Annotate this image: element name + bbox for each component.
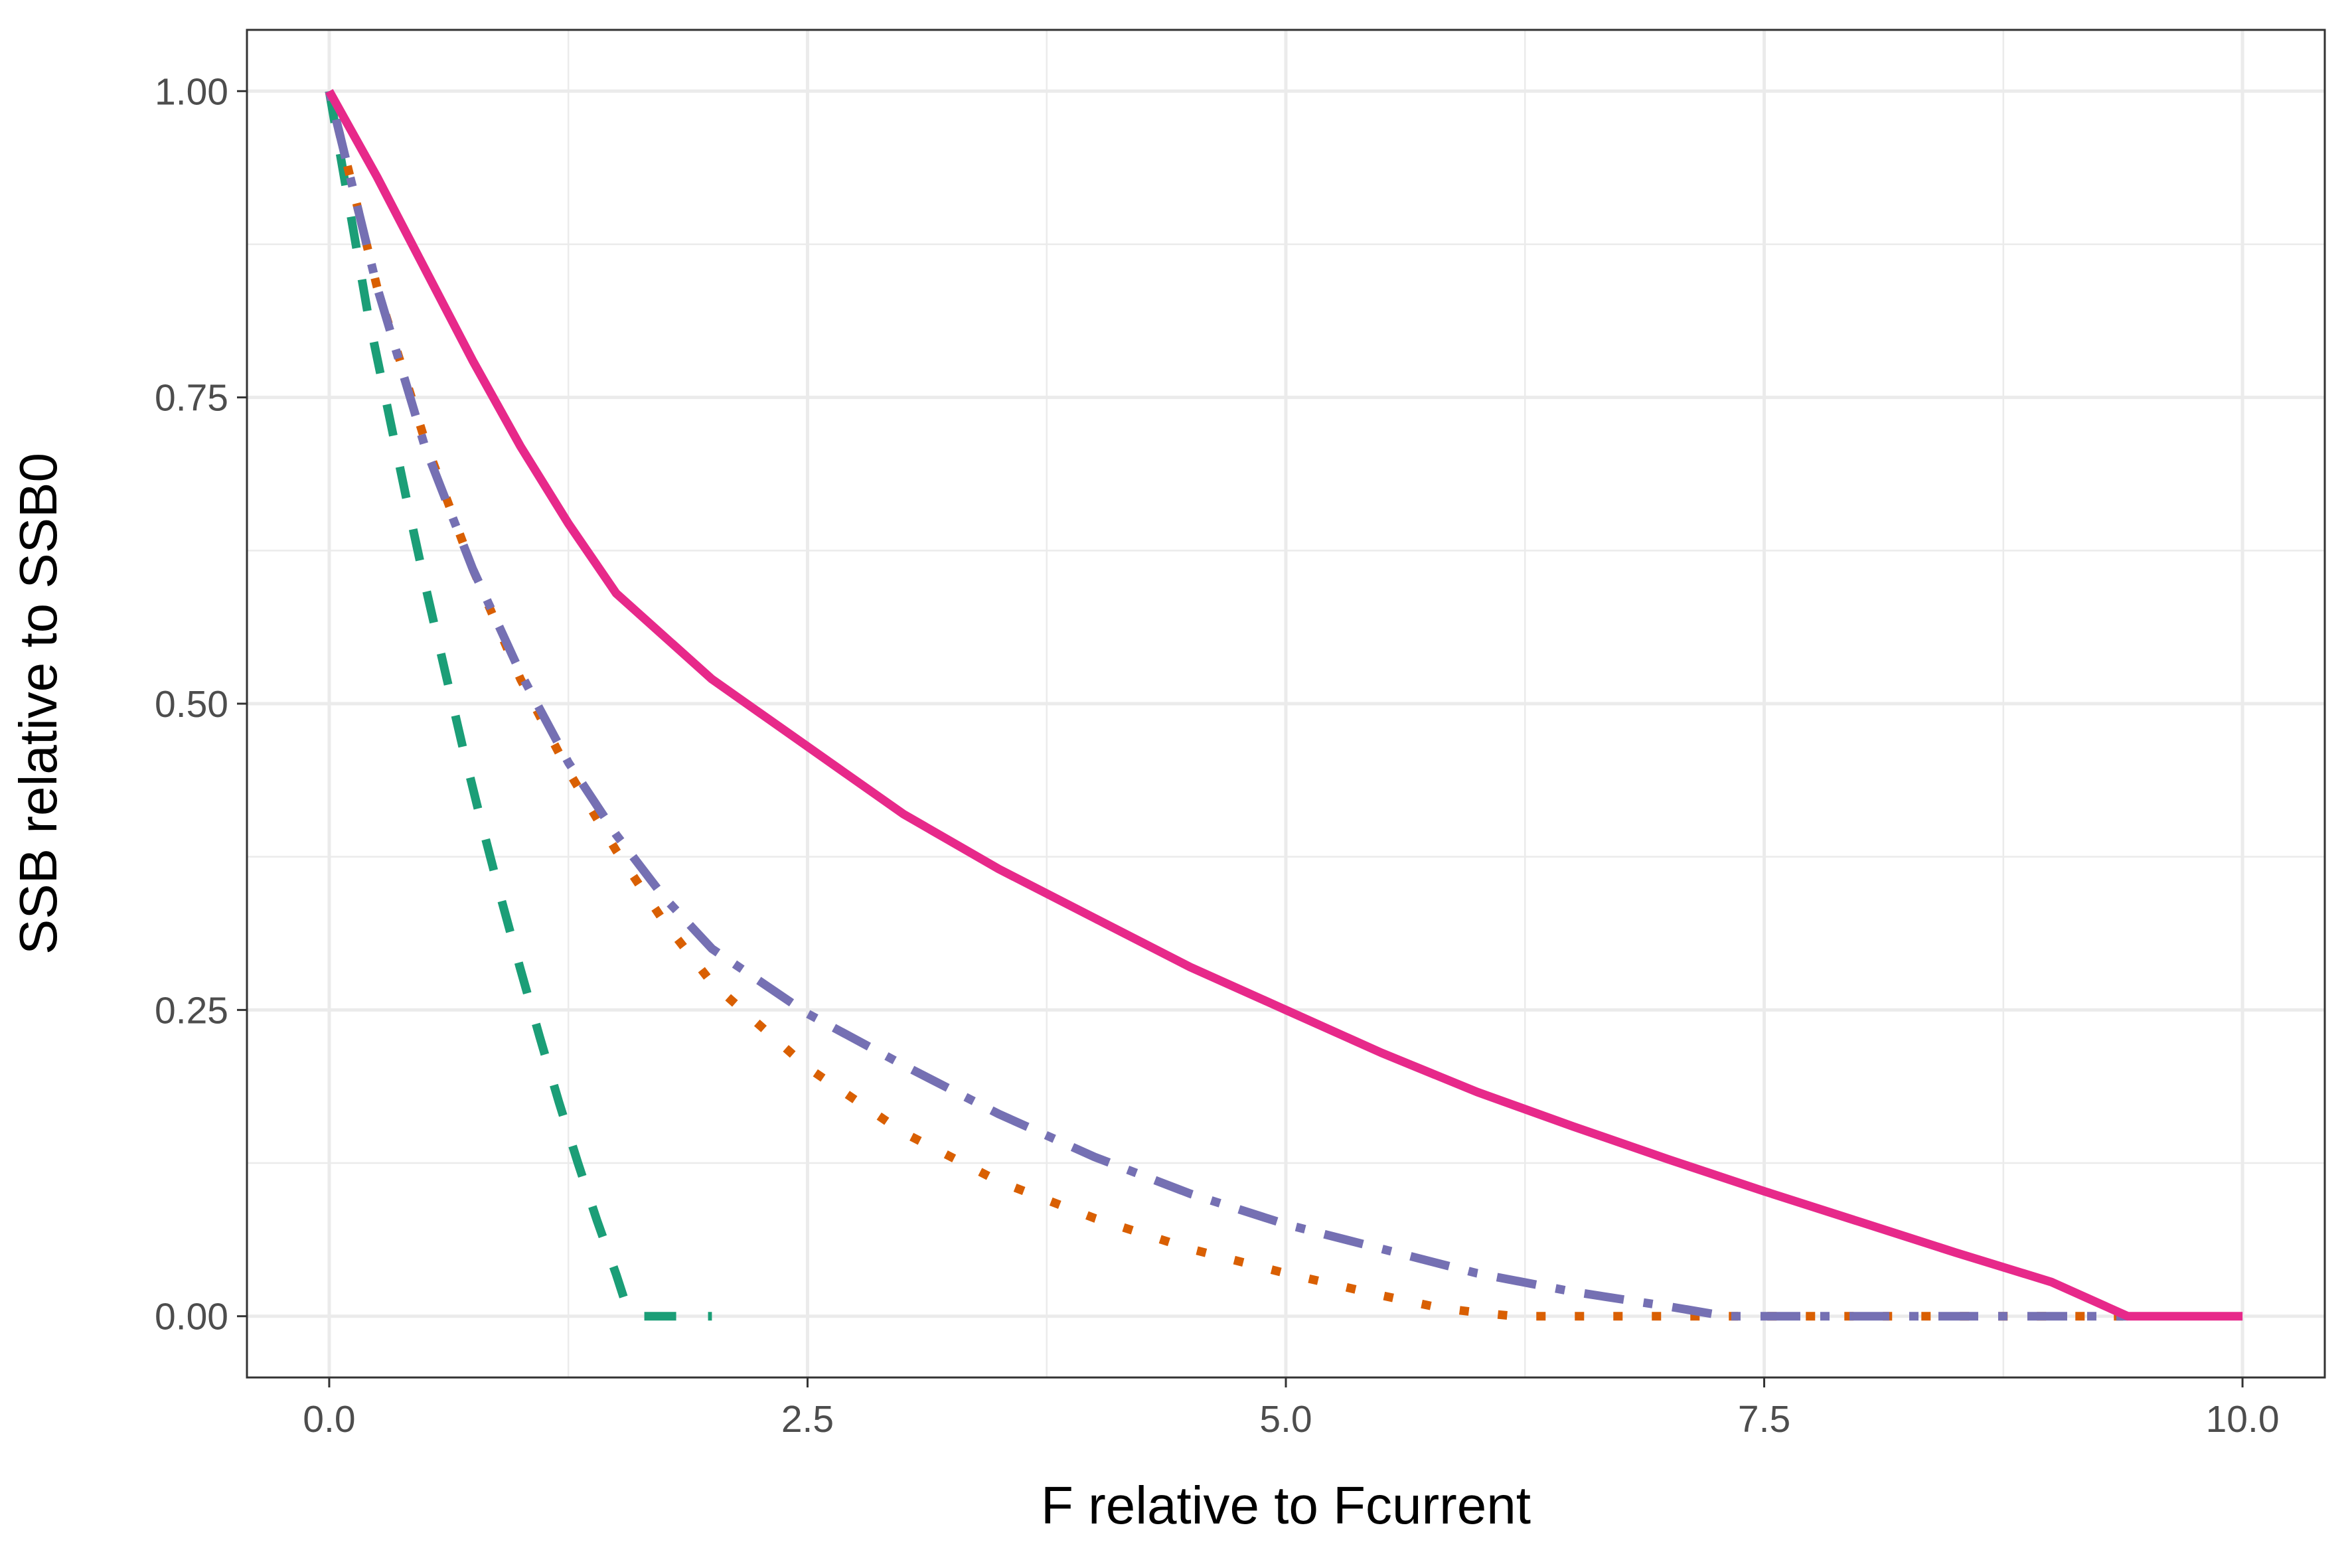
series-line-1: [325, 90, 712, 1321]
y-tick-label: 1.00: [155, 70, 228, 113]
x-tick-label: 2.5: [781, 1398, 834, 1441]
axis-ticks: [237, 90, 2244, 1387]
x-axis-title: F relative to Fcurrent: [1041, 1476, 1531, 1535]
x-tick-labels: 0.0 2.5 5.0 7.5 10.0: [303, 1398, 2279, 1441]
y-tick-label: 0.25: [155, 989, 228, 1032]
y-axis-title: SSB relative to SSB0: [9, 453, 68, 955]
x-tick-label: 7.5: [1738, 1398, 1790, 1441]
y-tick-label: 0.00: [155, 1296, 228, 1338]
series-line-4: [325, 89, 2243, 1321]
x-tick-label: 0.0: [303, 1398, 355, 1441]
y-tick-labels: 0.00 0.25 0.50 0.75 1.00: [155, 70, 228, 1338]
y-tick-label: 0.50: [155, 683, 228, 726]
series-lines: [325, 89, 2243, 1321]
series-line-3: [325, 90, 2128, 1321]
y-tick-label: 0.75: [155, 377, 228, 420]
x-tick-label: 5.0: [1259, 1398, 1312, 1441]
x-tick-label: 10.0: [2206, 1398, 2280, 1441]
